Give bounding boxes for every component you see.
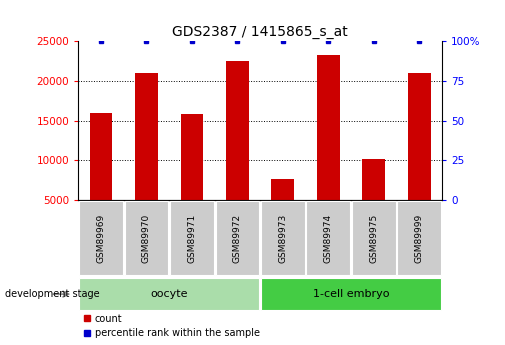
Text: GSM89970: GSM89970 (142, 214, 151, 263)
Bar (181, 115, 203, 200)
Text: GSM89972: GSM89972 (233, 214, 242, 263)
Bar (79, 278, 259, 310)
Bar (352, 201, 395, 275)
Text: GSM89969: GSM89969 (96, 214, 106, 263)
Bar (272, 179, 294, 200)
Text: GSM89974: GSM89974 (324, 214, 333, 263)
Bar (170, 201, 214, 275)
Bar (135, 73, 158, 200)
Text: oocyte: oocyte (150, 289, 188, 299)
Bar (90, 113, 113, 200)
Legend: count, percentile rank within the sample: count, percentile rank within the sample (83, 314, 260, 338)
Bar (261, 278, 441, 310)
Bar (317, 55, 340, 200)
Bar (79, 201, 123, 275)
Bar (363, 159, 385, 200)
Text: 1-cell embryo: 1-cell embryo (313, 289, 389, 299)
Bar (261, 201, 305, 275)
Text: development stage: development stage (5, 289, 99, 299)
Text: GSM89971: GSM89971 (187, 214, 196, 263)
Text: GSM89973: GSM89973 (278, 214, 287, 263)
Bar (307, 201, 350, 275)
Bar (216, 201, 259, 275)
Bar (397, 201, 441, 275)
Bar (125, 201, 168, 275)
Bar (226, 61, 249, 200)
Bar (408, 73, 431, 200)
Text: GSM89975: GSM89975 (369, 214, 378, 263)
Text: GSM89999: GSM89999 (415, 214, 424, 263)
Title: GDS2387 / 1415865_s_at: GDS2387 / 1415865_s_at (172, 25, 348, 39)
